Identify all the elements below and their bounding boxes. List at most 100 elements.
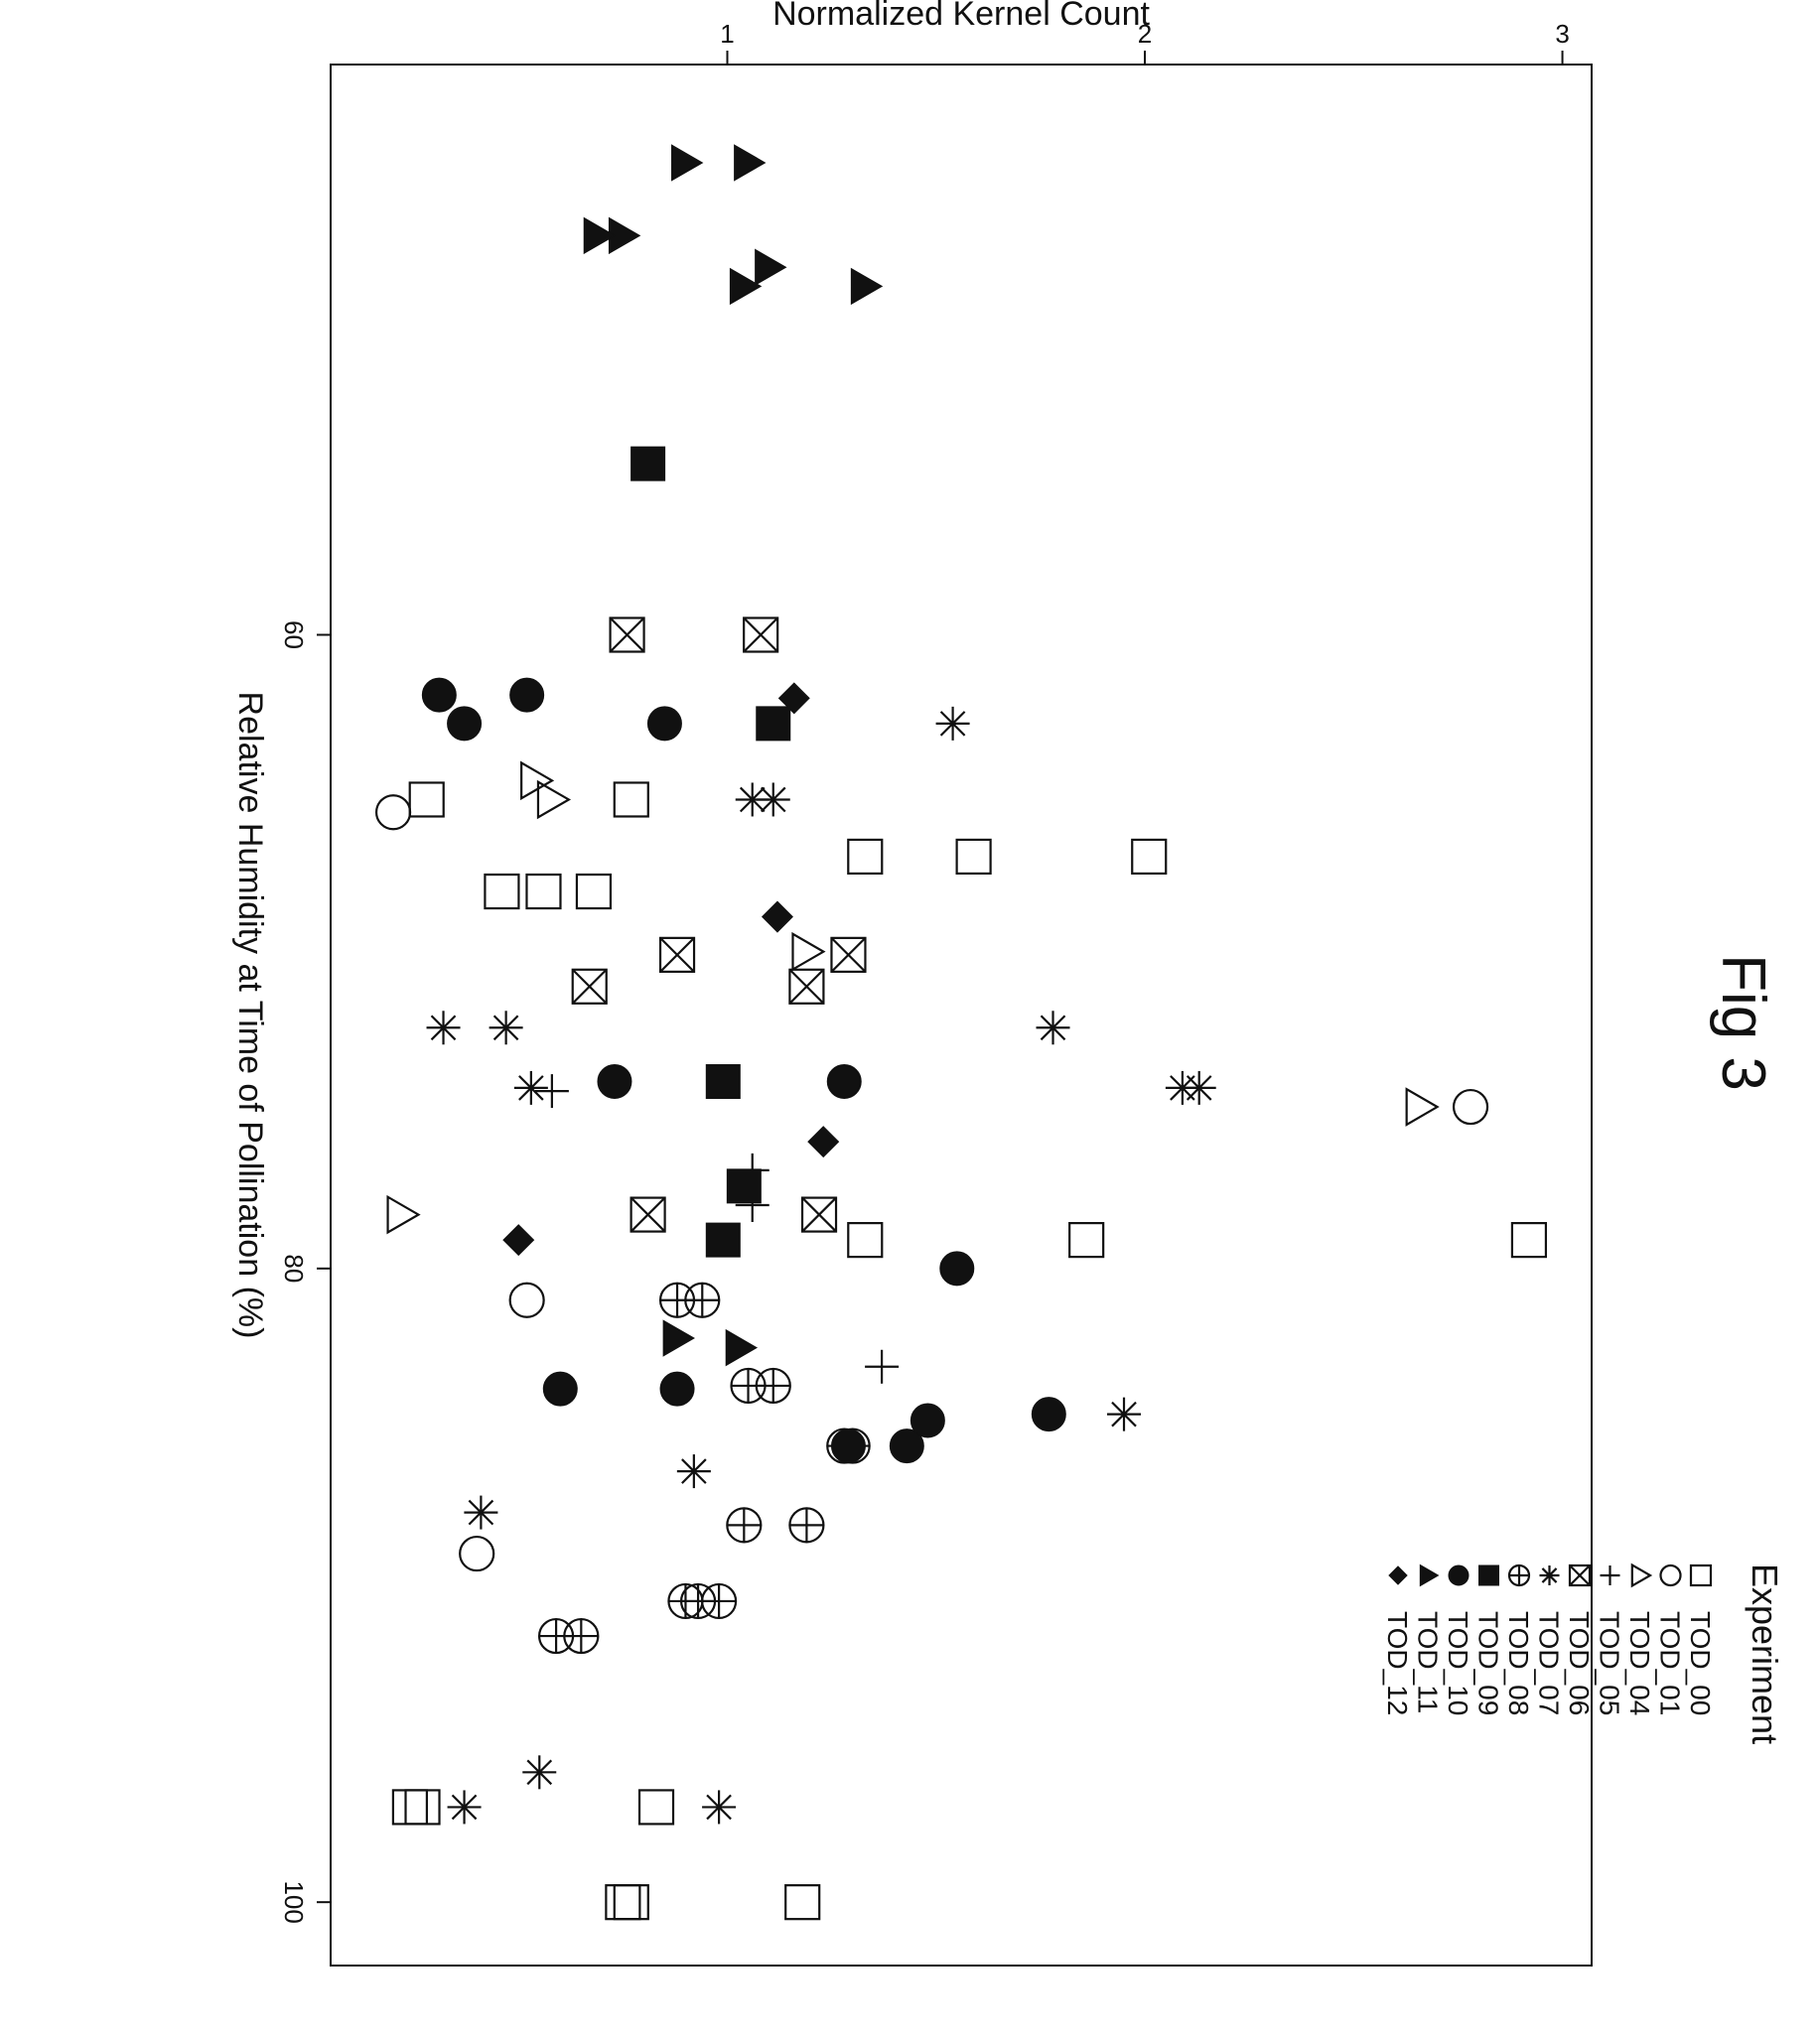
rotated-chart: 60 80 100 1 2 3 Relative Humidity at Time of … <box>231 0 1785 1967</box>
data-point <box>761 900 793 933</box>
data-point <box>637 1789 675 1826</box>
data-point <box>662 1319 695 1357</box>
legend-label: TOD_08 <box>1503 1611 1534 1715</box>
data-point <box>489 1011 523 1045</box>
x-tick-label: 80 <box>279 1254 309 1283</box>
data-point <box>408 781 445 818</box>
legend-marker <box>1630 1562 1653 1588</box>
legend-marker <box>1659 1563 1682 1587</box>
legend-entry: TOD_11 <box>1413 1563 1444 1713</box>
data-point <box>464 1495 498 1530</box>
data-point <box>755 248 787 286</box>
legend-marker <box>1419 1563 1440 1587</box>
data-point <box>447 706 483 742</box>
data-point <box>658 1282 696 1318</box>
data-point <box>702 1790 737 1825</box>
data-point <box>447 1790 482 1825</box>
series-tod-00 <box>391 781 1548 1921</box>
data-point <box>374 794 412 831</box>
legend-entry: TOD_00 <box>1685 1563 1716 1715</box>
legend-entry: TOD_01 <box>1655 1563 1686 1715</box>
data-point <box>609 616 645 653</box>
data-point <box>743 616 779 653</box>
series-tod-06 <box>571 616 867 1233</box>
data-point <box>1452 1088 1489 1126</box>
data-point <box>705 1064 741 1100</box>
data-point <box>847 838 884 876</box>
legend-label: TOD_11 <box>1413 1611 1444 1713</box>
legend-marker <box>1448 1564 1470 1586</box>
plot-frame <box>330 64 1593 1967</box>
data-point <box>671 144 704 182</box>
data-point <box>630 446 666 481</box>
plot-area <box>330 64 1593 1967</box>
data-point <box>935 706 970 741</box>
data-point <box>1036 1011 1070 1045</box>
data-point <box>791 931 826 972</box>
data-point <box>386 1194 421 1235</box>
data-point <box>1510 1222 1548 1259</box>
data-point <box>826 1064 862 1100</box>
data-point <box>705 1222 741 1258</box>
data-point <box>575 873 613 910</box>
data-point <box>484 873 520 910</box>
data-point <box>729 267 763 306</box>
legend-marker <box>1689 1563 1713 1587</box>
legend-label: TOD_06 <box>1564 1611 1595 1715</box>
legend-label: TOD_01 <box>1655 1611 1686 1715</box>
data-point <box>571 968 608 1005</box>
data-point <box>1068 1222 1105 1259</box>
data-point <box>735 782 770 817</box>
legend-entry: TOD_04 <box>1624 1562 1655 1715</box>
legend-marker <box>1507 1563 1531 1587</box>
data-point <box>1405 1087 1440 1127</box>
data-point <box>676 1454 711 1489</box>
data-point <box>659 1371 695 1407</box>
data-point <box>597 1064 632 1100</box>
data-point <box>830 936 867 973</box>
data-point <box>537 1617 575 1655</box>
figure-label: Fig 3 <box>1709 954 1777 1091</box>
legend-marker <box>1600 1565 1620 1585</box>
data-point <box>522 1755 557 1790</box>
data-point <box>426 1011 461 1045</box>
legend-entry: TOD_06 <box>1564 1563 1595 1715</box>
data-point <box>536 779 572 820</box>
series-tod-12 <box>502 682 840 1257</box>
legend-label: TOD_10 <box>1443 1611 1473 1715</box>
data-point <box>658 936 696 973</box>
data-point <box>605 1884 641 1921</box>
data-point <box>667 1582 704 1620</box>
data-point <box>542 1371 578 1407</box>
legend-entry: TOD_10 <box>1443 1564 1473 1715</box>
data-point <box>520 760 555 801</box>
axis-ticks: 60 80 100 1 2 3 <box>279 19 1570 1924</box>
legend: Experiment TOD_00TOD_01TOD_04TOD_05TOD_0… <box>1382 1562 1785 1744</box>
data-point <box>889 1428 924 1464</box>
data-point <box>756 706 791 742</box>
y-tick-label: 1 <box>720 19 734 49</box>
data-point <box>725 1328 759 1367</box>
data-point <box>1131 838 1168 876</box>
data-point <box>730 1367 767 1405</box>
legend-label: TOD_05 <box>1595 1611 1625 1715</box>
data-point <box>534 1074 569 1109</box>
data-point <box>800 1196 838 1233</box>
legend-label: TOD_12 <box>1382 1611 1413 1715</box>
data-point <box>646 706 682 742</box>
data-point <box>459 1535 495 1572</box>
data-point <box>726 1168 762 1204</box>
legend-marker <box>1388 1565 1408 1585</box>
legend-marker <box>1478 1564 1499 1586</box>
data-point <box>910 1403 945 1438</box>
series-tod-10 <box>421 677 1066 1464</box>
data-point <box>630 1196 666 1233</box>
legend-label: TOD_07 <box>1534 1611 1565 1715</box>
data-point <box>421 677 457 713</box>
x-axis-label: Relative Humidity at Time of Pollination… <box>231 692 269 1339</box>
legend-entry: TOD_07 <box>1534 1565 1565 1715</box>
data-point <box>391 1789 429 1826</box>
data-point <box>513 1070 548 1105</box>
